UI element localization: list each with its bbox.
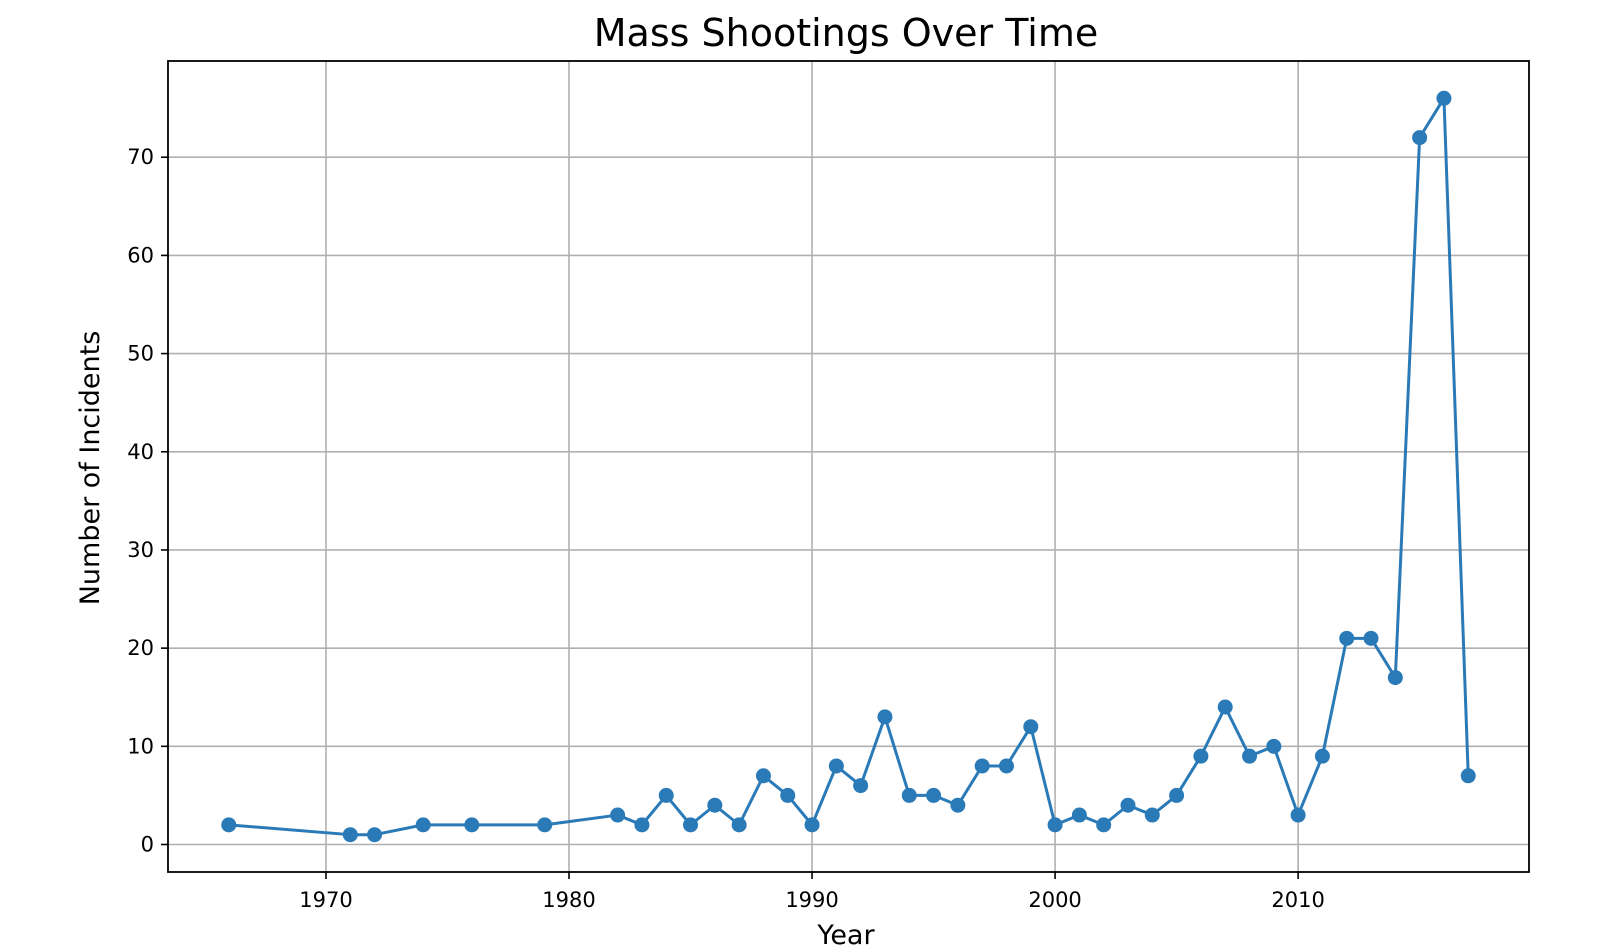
data-point: [901, 787, 917, 803]
y-tick-label: 60: [127, 243, 154, 267]
data-point: [1096, 817, 1112, 833]
plot-frame: [167, 60, 1530, 873]
y-tick-label: 10: [127, 734, 154, 758]
series-layer: [221, 90, 1476, 843]
data-point: [1217, 699, 1233, 715]
series-line: [227, 96, 1470, 837]
x-tick-label: 1990: [785, 888, 838, 912]
data-point: [926, 787, 942, 803]
data-point: [1412, 130, 1428, 146]
data-point: [707, 797, 723, 813]
grid-lines: [168, 61, 1529, 872]
data-point: [634, 817, 650, 833]
data-point: [998, 758, 1014, 774]
data-point: [1387, 670, 1403, 686]
data-point: [1023, 719, 1039, 735]
data-point: [1363, 630, 1379, 646]
data-point: [1290, 807, 1306, 823]
data-point: [464, 817, 480, 833]
data-point: [367, 827, 383, 843]
data-point: [1071, 807, 1087, 823]
y-tick-label: 40: [127, 440, 154, 464]
x-tick-label: 1970: [299, 888, 352, 912]
y-tick-label: 70: [127, 145, 154, 169]
data-point: [415, 817, 431, 833]
data-point: [1047, 817, 1063, 833]
data-point: [342, 827, 358, 843]
y-tick-label: 20: [127, 636, 154, 660]
data-point: [755, 768, 771, 784]
data-point: [1169, 787, 1185, 803]
data-point: [221, 817, 237, 833]
y-tick-label: 30: [127, 538, 154, 562]
x-tick-label: 2000: [1028, 888, 1081, 912]
data-point: [658, 787, 674, 803]
data-point: [828, 758, 844, 774]
y-tick-label: 0: [141, 833, 154, 857]
data-point: [950, 797, 966, 813]
data-point: [1339, 630, 1355, 646]
y-tick-label: 50: [127, 342, 154, 366]
data-point: [1266, 738, 1282, 754]
data-point: [804, 817, 820, 833]
x-tick-label: 1980: [542, 888, 595, 912]
y-axis-label: Number of Incidents: [75, 331, 106, 606]
x-axis-label: Year: [816, 920, 875, 946]
data-point: [1193, 748, 1209, 764]
data-point: [683, 817, 699, 833]
data-point: [1242, 748, 1258, 764]
data-point: [780, 787, 796, 803]
data-point: [1460, 768, 1476, 784]
data-point: [731, 817, 747, 833]
data-point: [537, 817, 553, 833]
data-point: [853, 778, 869, 794]
data-point: [1314, 748, 1330, 764]
axis-ticks: 1970 1980 1990 2000 2010 0 10 20 30 40 50 60 70: [127, 145, 1325, 912]
data-point: [877, 709, 893, 725]
data-point: [1144, 807, 1160, 823]
data-point: [1120, 797, 1136, 813]
x-tick-label: 2010: [1271, 888, 1324, 912]
chart-title: Mass Shootings Over Time: [594, 11, 1098, 55]
data-point: [974, 758, 990, 774]
data-point: [1436, 90, 1452, 106]
data-point: [610, 807, 626, 823]
